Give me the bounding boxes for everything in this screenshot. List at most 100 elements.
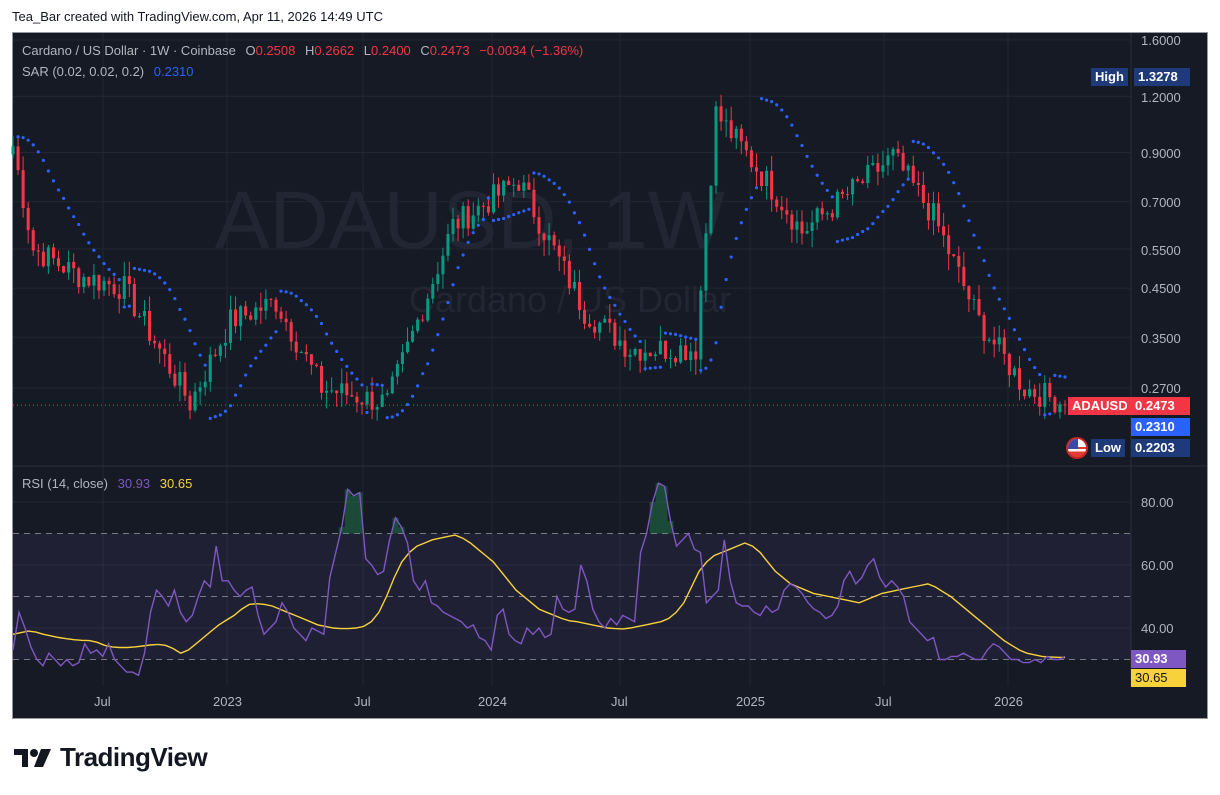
sar-dot [815, 173, 819, 177]
symbol-legend[interactable]: Cardano / US Dollar · 1W · Coinbase O0.2… [22, 43, 583, 58]
candle [866, 155, 870, 189]
sar-dot [719, 305, 723, 309]
sar-dot [613, 303, 617, 307]
sar-dot [405, 402, 410, 407]
candle [218, 343, 222, 362]
candle [603, 315, 607, 323]
candle [881, 150, 885, 179]
candle [714, 101, 718, 194]
sar-dot [572, 211, 577, 215]
sar-dot [729, 255, 733, 259]
candle [400, 344, 404, 373]
candle [375, 404, 379, 421]
rsi-axis-label: 80.00 [1141, 495, 1174, 510]
sar-legend[interactable]: SAR (0.02, 0.02, 0.2) 0.2310 [22, 64, 194, 79]
candle [502, 179, 506, 202]
watermark-symbol: ADAUSD, 1W [215, 175, 726, 266]
rsi-legend[interactable]: RSI (14, close) 30.93 30.65 [22, 476, 192, 491]
sar-dot [269, 336, 273, 340]
sar-dot [891, 198, 895, 202]
candle [163, 339, 167, 367]
sar-dot [663, 331, 668, 335]
candle [1058, 401, 1062, 419]
candle [542, 232, 546, 256]
symbol-description: Cardano / US Dollar · 1W · Coinbase [22, 43, 236, 58]
candle [608, 304, 612, 333]
sar-dot [770, 100, 774, 104]
candle [132, 277, 136, 318]
price-axis-label: 1.6000 [1141, 33, 1181, 48]
sar-dot [294, 294, 298, 298]
candle [618, 326, 622, 350]
sar-dot [137, 267, 142, 271]
candle [532, 177, 536, 224]
candle [668, 349, 673, 369]
change-value: −0.0034 (−1.36%) [479, 43, 584, 58]
candle [709, 185, 713, 236]
candle [744, 136, 748, 157]
candle [82, 273, 86, 294]
candle [385, 389, 389, 397]
candle [107, 277, 111, 297]
candle [638, 348, 642, 373]
sar-dot [850, 235, 855, 240]
sar-dot [309, 308, 314, 312]
candle [886, 147, 890, 176]
candle [517, 179, 521, 192]
sar-dot [977, 246, 981, 250]
sar-dot [881, 209, 885, 214]
sar-dot [876, 215, 880, 219]
candle [1063, 400, 1067, 415]
candle [148, 296, 152, 346]
sar-dot [16, 135, 20, 139]
time-axis-label: 2023 [213, 694, 242, 709]
tradingview-logo[interactable]: TradingView [14, 742, 208, 773]
sar-dot [785, 115, 789, 119]
candle [395, 360, 399, 385]
candle [264, 289, 268, 320]
low-label: L [363, 43, 372, 58]
candle [997, 325, 1001, 352]
sar-dot [238, 384, 243, 388]
candle [481, 202, 485, 219]
candle [431, 277, 435, 304]
high-tag-label: High [1091, 68, 1128, 86]
sar-dot [825, 188, 829, 193]
candle [198, 381, 202, 405]
high-value: 0.2662 [314, 43, 355, 58]
candle [309, 354, 313, 375]
sar-dot [522, 209, 526, 213]
sar-dot [486, 196, 491, 200]
candle [598, 321, 602, 341]
price-axis-label: 0.4500 [1141, 281, 1181, 296]
candle [623, 329, 627, 368]
sar-dot [840, 238, 845, 242]
candle [507, 176, 511, 186]
sar-dot [643, 367, 647, 371]
candle [522, 174, 526, 198]
sar-dot [178, 307, 182, 312]
sar-dot [653, 366, 657, 370]
us-flag-icon[interactable] [1066, 437, 1088, 459]
sar-dot [284, 290, 288, 294]
sar-dot [623, 319, 627, 324]
sar-dot [527, 207, 531, 211]
candle [62, 265, 66, 274]
sar-dot [72, 215, 76, 219]
tradingview-wordmark: TradingView [60, 742, 208, 772]
candle [972, 294, 976, 311]
price-axis-label: 0.5500 [1141, 243, 1181, 258]
sar-dot [314, 314, 319, 318]
candle [684, 337, 688, 361]
sar-dot [709, 358, 713, 362]
sar-dot [512, 212, 516, 217]
sar-dot [557, 186, 561, 190]
sar-dot [856, 232, 860, 237]
open-value: 0.2508 [255, 43, 296, 58]
candle [213, 348, 217, 358]
candle [31, 227, 35, 256]
sar-dot [370, 382, 374, 386]
sar-dot [618, 312, 622, 316]
open-label: O [245, 43, 256, 58]
